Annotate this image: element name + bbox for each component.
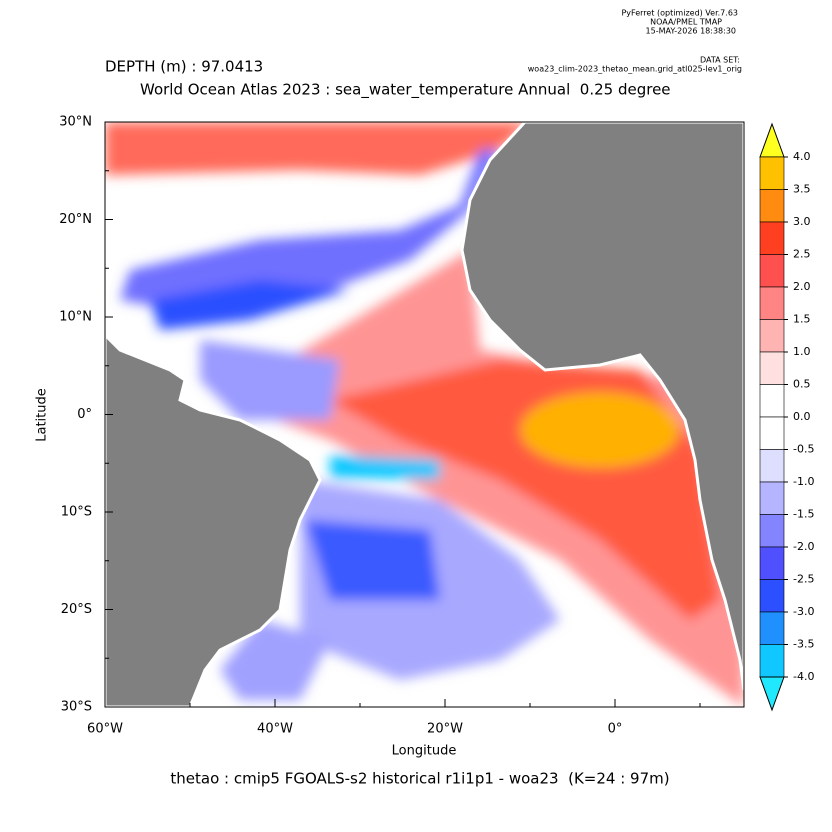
depth: DEPTH (m) : 97.0413 (105, 58, 263, 76)
colorbar-label: -2.5 (793, 573, 814, 586)
y-tick-label: 30°S (61, 700, 92, 715)
colorbar-label: -1.0 (793, 475, 814, 488)
cool-west (200, 340, 340, 420)
colorbar-label: 1.5 (793, 313, 811, 326)
x-axis-label: Longitude (392, 744, 457, 759)
anomaly-field (105, 122, 744, 707)
colorbar-label: -3.0 (793, 605, 814, 618)
x-tick-label: 0° (608, 722, 623, 737)
colorbar-label: 3.0 (793, 215, 811, 228)
colorbar-band (759, 579, 785, 613)
colorbar-band (759, 546, 785, 580)
y-tick-label: 10°S (61, 505, 92, 520)
colorbar: 4.0 3.5 3.0 2.5 2.0 1.5 1.0 0.5 0.0 -0.5 -1.0 -1.5 -… (759, 122, 814, 712)
software: PyFerret (optimized) Ver.7.63 (621, 9, 738, 18)
colorbar-band (759, 189, 785, 223)
cool-band (120, 150, 500, 310)
colorbar-band (759, 416, 785, 450)
colorbar-label: 4.0 (793, 150, 811, 163)
colorbar-band (759, 384, 785, 418)
x-tick-label: 20°W (427, 722, 463, 737)
cool-core (150, 280, 350, 330)
footer: thetao : cmip5 FGOALS-s2 historical r1i1… (170, 770, 669, 788)
colorbar-band (759, 254, 785, 288)
colorbar-label: 2.0 (793, 280, 811, 293)
org: NOAA/PMEL TMAP (650, 18, 722, 27)
colorbar-label: -1.5 (793, 508, 814, 521)
colorbar-band (759, 644, 785, 678)
y-tick-label: 20°N (59, 212, 92, 227)
x-tick-label: 60°W (87, 722, 123, 737)
cool-southwest (220, 620, 330, 700)
title: World Ocean Atlas 2023 : sea_water_tempe… (140, 81, 671, 100)
colorbar-label: 2.5 (793, 248, 811, 261)
colorbar-band (759, 286, 785, 320)
dataset-label: DATA SET: (700, 56, 740, 65)
colorbar-band (759, 156, 785, 190)
field (105, 122, 744, 707)
colorbar-label: 1.0 (793, 345, 811, 358)
africa (460, 122, 744, 691)
colorbar-label: -4.0 (793, 670, 814, 683)
colorbar-band (759, 481, 785, 515)
date: 15-MAY-2026 18:38:30 (646, 27, 736, 36)
colorbar-band (759, 449, 785, 483)
ticks: 60°W 40°W 20°W 0° 30°N 20°N 10°N 0° 10°S 20°S 30°S (59, 115, 701, 737)
colorbar-band (759, 319, 785, 353)
cool-stripe (330, 455, 440, 480)
colorbar-band (759, 221, 785, 255)
colorbar-label: -2.0 (793, 540, 814, 553)
y-axis-label: Latitude (35, 388, 50, 442)
colorbar-label: 3.5 (793, 183, 811, 196)
colorbar-label: -0.5 (793, 443, 814, 456)
warm-max (520, 392, 680, 468)
colorbar-band (759, 611, 785, 645)
colorbar-end (759, 122, 785, 158)
colorbar-end (759, 676, 785, 712)
y-tick-label: 0° (77, 407, 92, 422)
cool-south-core (305, 520, 440, 600)
colorbar-label: 0.5 (793, 378, 811, 391)
y-tick-label: 10°N (59, 310, 92, 325)
south-america (105, 332, 322, 707)
colorbar-band (759, 514, 785, 548)
colorbar-label: -3.5 (793, 638, 814, 651)
y-tick-label: 30°N (59, 115, 92, 130)
warm-region (220, 250, 744, 707)
colorbar-band (759, 351, 785, 385)
x-tick-label: 40°W (257, 722, 293, 737)
y-tick-label: 20°S (61, 602, 92, 617)
warm-band (105, 122, 530, 175)
dataset: woa23_clim-2023_thetao_mean.grid_atl025-… (528, 65, 742, 74)
colorbar-label: 0.0 (793, 410, 811, 423)
